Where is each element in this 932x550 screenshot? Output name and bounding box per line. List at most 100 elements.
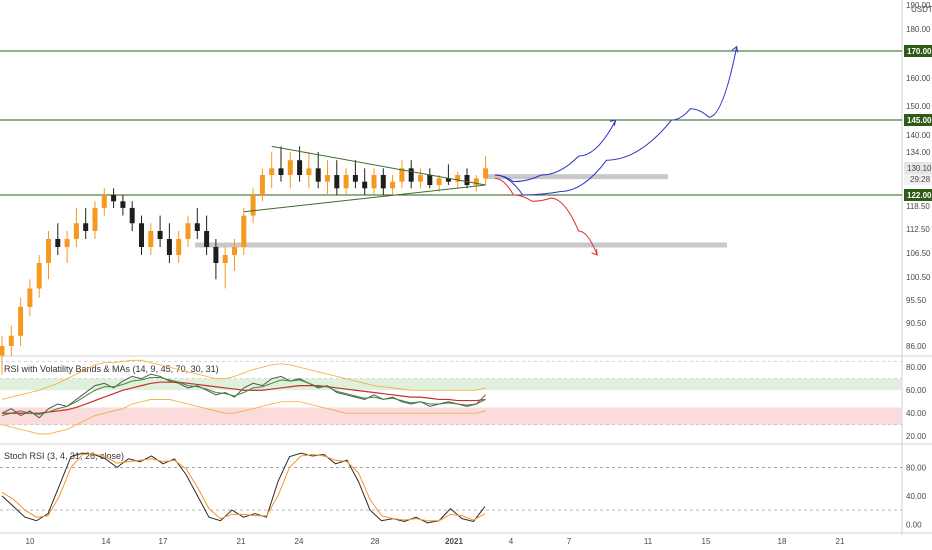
rsi-lower-band-line [1, 399, 486, 435]
stoch-indicator-label[interactable]: Stoch RSI (3, 4, 31, 26, close) [4, 451, 124, 461]
candle-body [27, 288, 33, 307]
level-price-badge [904, 114, 932, 126]
candle-body [269, 168, 275, 175]
candle-body [362, 181, 368, 189]
price-tick-label: 134.00 [906, 148, 931, 157]
candle-body [0, 346, 5, 356]
rsi-line [1, 373, 486, 419]
rsi-upper-band-line [1, 359, 486, 400]
stoch-d-line [1, 453, 486, 522]
price-tick-label: 112.50 [906, 225, 930, 234]
candle-body [371, 175, 377, 189]
candle-body [325, 175, 330, 182]
price-tick-label: 160.00 [906, 74, 931, 83]
countdown-label: 29:28 [910, 175, 931, 184]
candle-body [55, 239, 61, 247]
candle-body [92, 207, 98, 231]
price-tick-label: 95.50 [906, 296, 927, 305]
currency-label: USDT [911, 5, 932, 14]
candle-body [250, 195, 256, 216]
candle-body [473, 178, 479, 185]
price-tick-label: 140.00 [906, 131, 931, 140]
candle-body [315, 168, 321, 182]
candle-body [111, 195, 117, 202]
candle-body [343, 175, 349, 189]
candle-body [241, 215, 247, 247]
price-tick-label: 150.00 [906, 102, 931, 111]
candle-body [408, 168, 414, 182]
candle-body [73, 223, 79, 239]
stoch-tick-label: 0.00 [906, 520, 922, 529]
triangle-lower-line [243, 184, 486, 213]
price-tick-label: 180.00 [906, 25, 931, 34]
candle-body [278, 168, 284, 175]
price-pane[interactable] [0, 0, 932, 535]
time-tick-label: 11 [644, 537, 653, 546]
candle-body [380, 175, 386, 189]
candle-body [232, 247, 237, 255]
level-price-badge [904, 189, 932, 201]
candle-body [427, 175, 433, 185]
candle-body [445, 178, 451, 182]
time-tick-label: 10 [26, 537, 35, 546]
candle-body [185, 223, 191, 239]
level-price-badge [904, 45, 932, 57]
rsi-tick-label: 60.00 [906, 386, 927, 395]
stoch-tick-label: 80.00 [906, 463, 927, 472]
time-tick-label: 18 [778, 537, 787, 546]
rsi-indicator-label[interactable]: RSI with Volatility Bands & MAs (14, 9, … [4, 364, 219, 374]
rsi-fast-ma-line [1, 377, 486, 417]
candle-body [213, 247, 219, 263]
time-tick-label: 7 [567, 537, 572, 546]
current-price-badge [904, 162, 932, 174]
candle-body [455, 175, 461, 182]
time-tick-label: 14 [102, 537, 111, 546]
candle-body [297, 160, 303, 175]
time-tick-label: 2021 [445, 537, 463, 546]
time-tick-label: 4 [509, 537, 514, 546]
time-tick-label: 15 [702, 537, 711, 546]
candle-body [334, 175, 340, 189]
rsi-pane[interactable]: RSI with Volatility Bands & MAs (14, 9, … [0, 359, 927, 441]
candle-body [483, 168, 489, 179]
candle-body [390, 181, 396, 189]
rsi-tick-label: 20.00 [906, 432, 927, 441]
rsi-zone [0, 378, 902, 391]
time-tick-label: 21 [836, 537, 845, 546]
countdown-badge [904, 174, 932, 185]
candle-body [64, 239, 70, 247]
candle-body [464, 175, 470, 185]
candle-body [18, 306, 24, 336]
candle-body [120, 201, 126, 208]
triangle-upper-line [271, 145, 486, 186]
candle-body [176, 239, 182, 255]
bearish-projection-path [494, 177, 598, 256]
candle-body [129, 207, 135, 224]
candle-body [83, 223, 89, 231]
price-tick-label: 86.00 [906, 342, 927, 351]
candle-body [166, 239, 172, 255]
price-tick-label: 106.50 [906, 249, 931, 258]
candle-body [36, 263, 42, 289]
candle-body [287, 160, 293, 175]
rsi-tick-label: 80.00 [906, 363, 927, 372]
bullish-projection-arrowhead [731, 45, 739, 53]
level-price-label: 122.00 [907, 191, 932, 200]
stoch-tick-label: 40.00 [906, 492, 927, 501]
price-tick-label: 100.50 [906, 273, 931, 282]
time-tick-label: 21 [237, 537, 246, 546]
candle-body [148, 231, 154, 247]
rsi-tick-label: 40.00 [906, 409, 927, 418]
candle-body [399, 168, 405, 182]
candle-body [204, 231, 210, 247]
bullish-projection-path [494, 119, 617, 183]
rsi-zone [0, 407, 902, 425]
price-tick-label: 90.50 [906, 319, 927, 328]
current-price-label: 130.10 [907, 164, 932, 173]
price-tick-label: 118.50 [906, 202, 930, 211]
time-axis: 10 14 17 21 24 28 2021 4 7 11 15 18 21 [26, 537, 845, 546]
price-tick-label: 190.00 [906, 1, 931, 10]
candle-body [306, 168, 312, 175]
stoch-pane[interactable]: Stoch RSI (3, 4, 31, 26, close) 80.00 40.… [0, 451, 927, 529]
